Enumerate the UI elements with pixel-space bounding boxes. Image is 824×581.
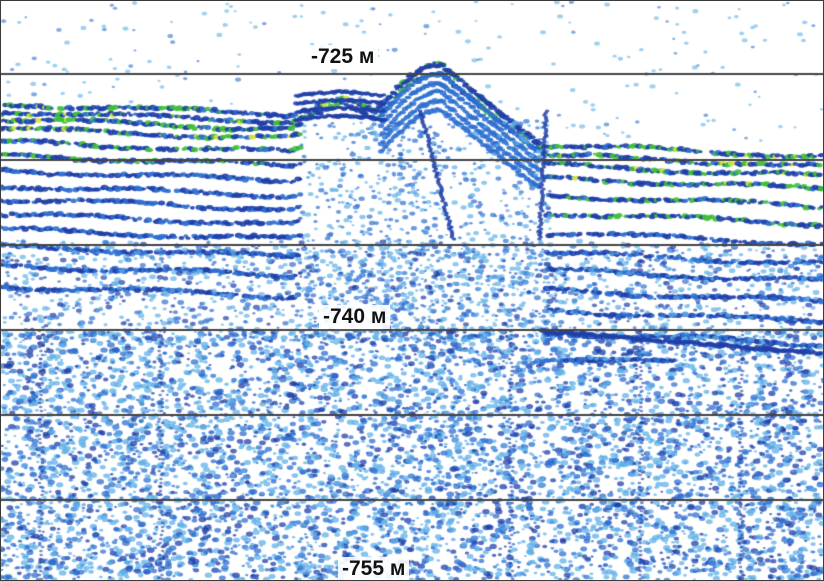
depth-label-725: -725 м <box>307 45 379 69</box>
depth-label-755: -755 м <box>338 557 410 580</box>
depth-label-740: -740 м <box>319 305 391 329</box>
